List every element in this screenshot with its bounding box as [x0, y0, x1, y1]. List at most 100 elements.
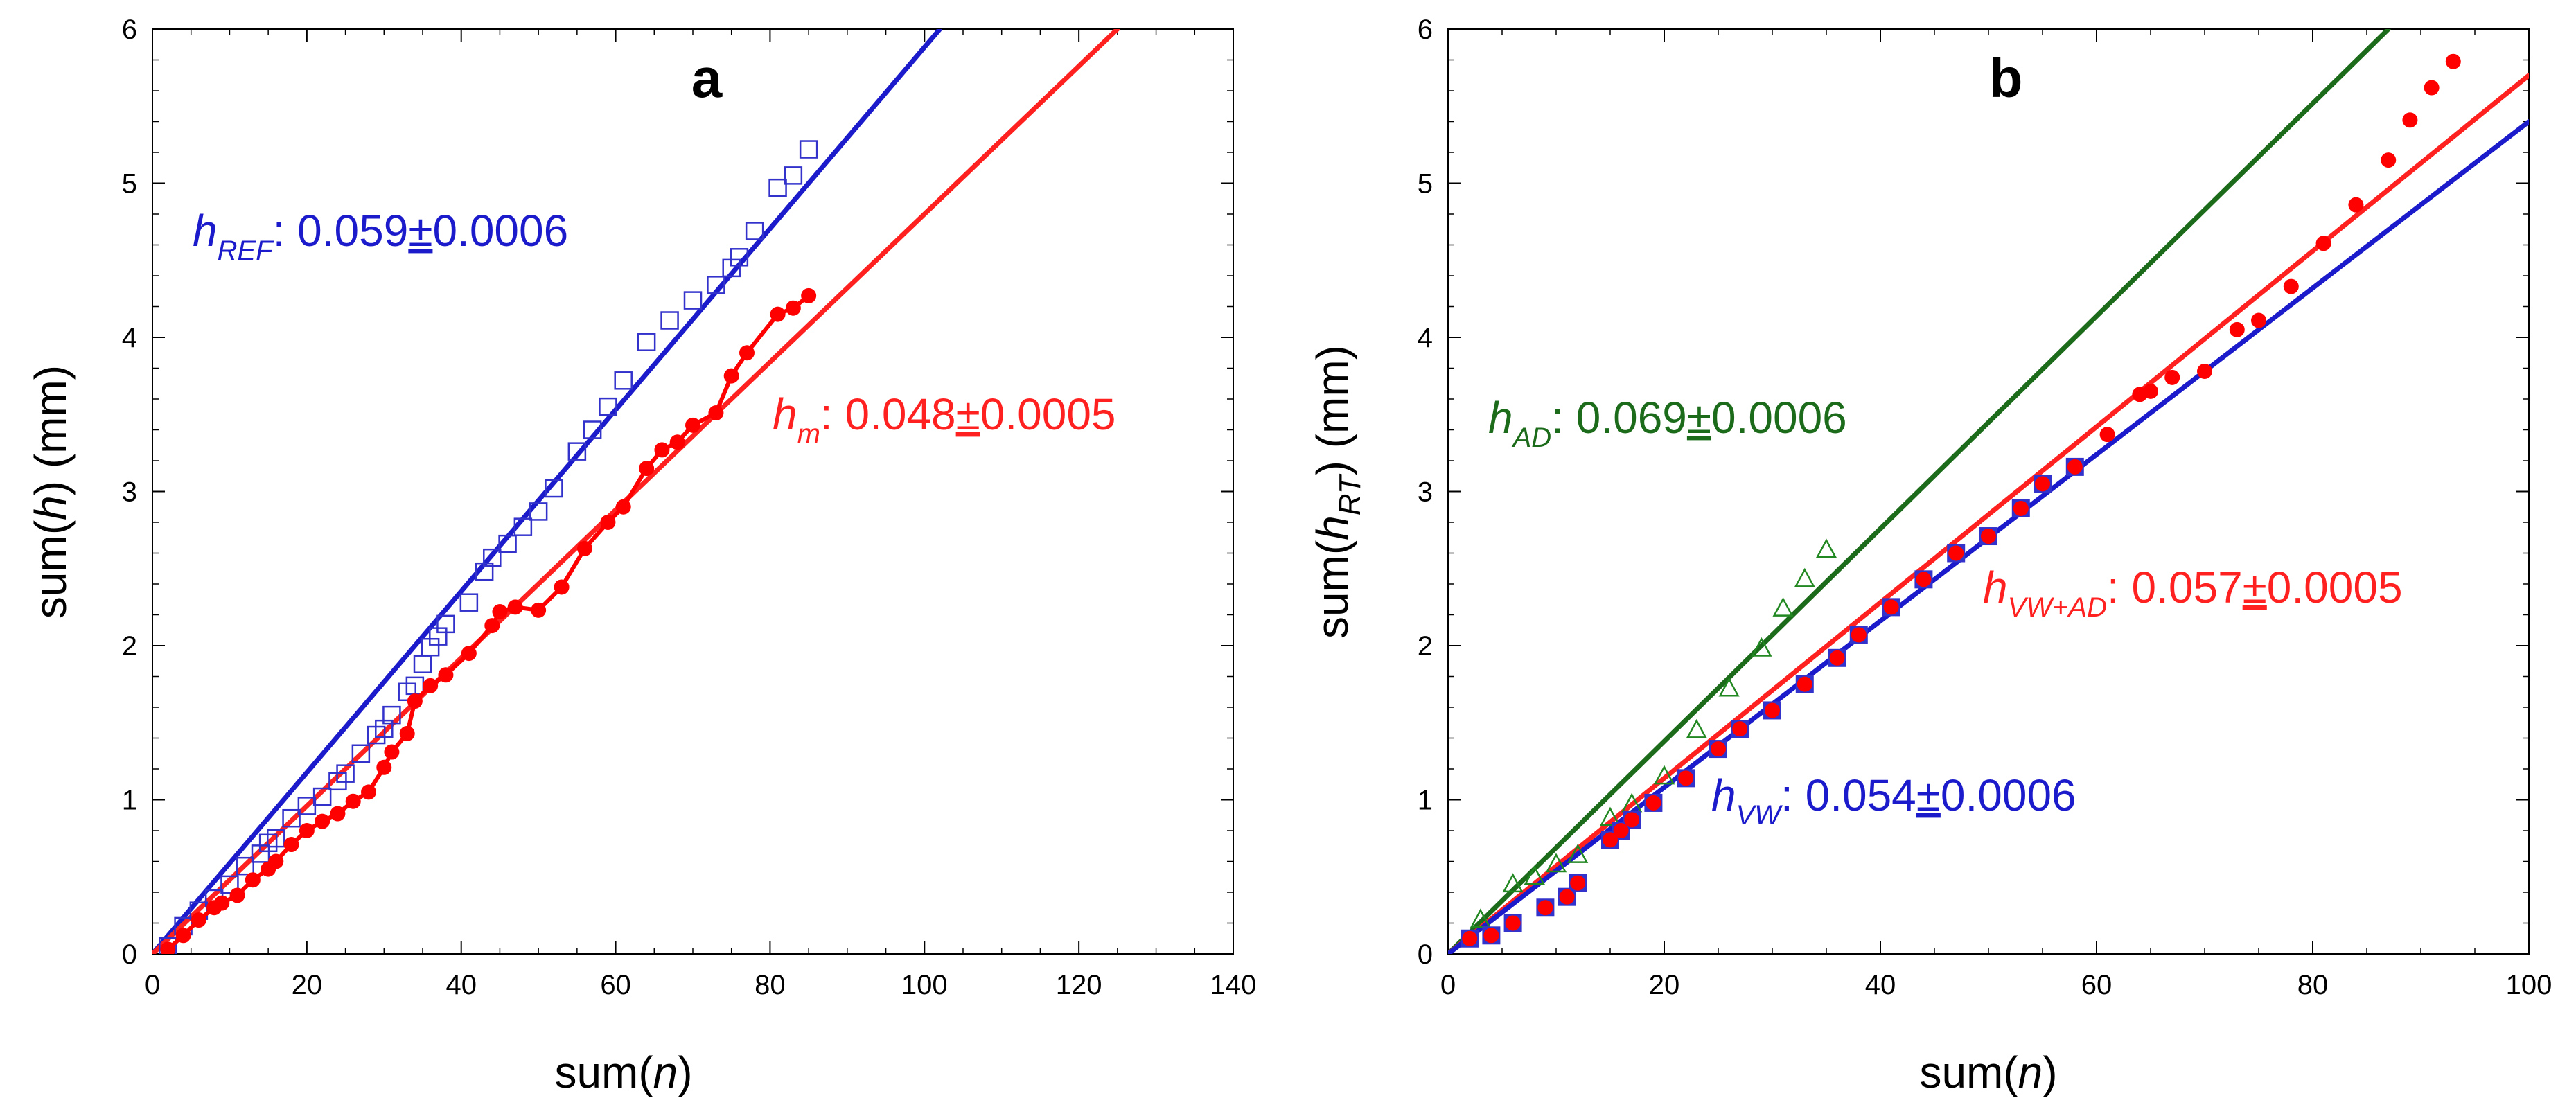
point-h-ref-data	[267, 829, 285, 848]
point-h-vw-ad-data	[1678, 770, 1694, 786]
point-h-m-data	[739, 345, 755, 361]
point-h-ref-data	[459, 593, 479, 612]
point-h-vw-ad-data	[2402, 112, 2418, 128]
point-h-ref-data	[282, 808, 301, 828]
point-h-m-data	[229, 887, 245, 903]
y-tick-label-a: 2	[122, 631, 137, 662]
point-h-ref-data	[660, 311, 679, 330]
panel-label-a: a	[691, 47, 723, 109]
point-h-ref-data	[599, 397, 617, 416]
point-h-ref-data	[614, 371, 633, 390]
point-h-m-data	[492, 604, 508, 620]
point-h-vw-ad-data	[1851, 627, 1867, 643]
point-h-m-data	[770, 306, 786, 322]
point-h-m-data	[160, 941, 176, 954]
point-h-ref-data	[382, 705, 401, 725]
x-tick-label-b: 100	[2506, 970, 2552, 1000]
point-h-ref-data	[236, 856, 254, 876]
annotation-h-ad: hAD: 0.069±0.0006	[1488, 393, 1847, 453]
x-tick-label-b: 0	[1440, 970, 1456, 1000]
point-h-ad-data	[1772, 596, 1794, 617]
y-tick-label-a: 6	[122, 15, 137, 45]
point-h-ref-data	[498, 534, 517, 554]
point-h-m-data	[268, 853, 284, 869]
plot-area-a	[152, 29, 1120, 954]
y-tick-label-b: 3	[1418, 477, 1433, 508]
point-h-m-data	[461, 646, 477, 662]
point-h-m-data	[600, 515, 616, 530]
point-h-m-data	[615, 499, 631, 515]
point-h-vw-ad-data	[2143, 383, 2158, 399]
x-axis-title-a: sum(n)	[554, 1047, 692, 1097]
point-h-m-data	[175, 928, 191, 944]
y-tick-label-b: 2	[1418, 631, 1433, 662]
point-h-vw-ad-data	[1797, 676, 1812, 692]
point-h-ref-data	[545, 479, 563, 498]
point-h-vw-ad-data	[1916, 572, 1932, 587]
point-h-ad-data	[1567, 843, 1589, 863]
y-tick-label-a: 3	[122, 477, 137, 508]
point-h-m-data	[438, 667, 454, 683]
point-h-m-data	[723, 368, 739, 384]
point-h-vw-ad-data	[2067, 459, 2083, 475]
point-h-vw-ad-data	[2013, 500, 2029, 516]
point-h-ref-data	[336, 764, 355, 783]
annotation-h-ref: hREF: 0.059±0.0006	[193, 206, 568, 266]
point-h-m-data	[423, 678, 439, 693]
point-h-ref-data	[784, 166, 803, 185]
y-tick-label-a: 4	[122, 323, 137, 353]
point-h-ref-data	[730, 248, 749, 267]
point-h-ad-data	[1524, 865, 1545, 885]
point-h-ref-data	[513, 517, 533, 536]
point-h-ref-data	[768, 178, 787, 197]
y-tick-label-b: 1	[1418, 786, 1433, 816]
point-h-vw-ad-data	[2197, 363, 2212, 379]
point-h-m-data	[685, 417, 700, 433]
point-h-vw-ad-data	[1732, 721, 1748, 737]
point-h-vw-ad-data	[1624, 812, 1640, 828]
point-h-vw-ad-data	[1570, 875, 1586, 891]
point-h-ad-data	[1470, 908, 1491, 928]
x-tick-label-b: 80	[2297, 970, 2329, 1000]
point-h-vw-ad-data	[1646, 795, 1661, 811]
point-h-m-data	[361, 784, 376, 800]
point-h-ref-data	[683, 291, 703, 310]
x-tick-label-a: 40	[445, 970, 477, 1000]
point-h-m-data	[245, 872, 261, 888]
panel-label-b: b	[1989, 47, 2023, 109]
point-h-m-data	[299, 823, 315, 838]
point-h-m-data	[191, 912, 206, 928]
point-h-ref-data	[351, 744, 371, 763]
point-h-ad-data	[1653, 765, 1675, 785]
point-h-m-data	[669, 434, 685, 450]
point-h-ad-data	[1686, 718, 1707, 738]
point-h-ref-data	[799, 140, 818, 159]
point-h-vw-ad-data	[2035, 476, 2050, 492]
x-tick-label-a: 60	[600, 970, 631, 1000]
point-h-m-data	[785, 300, 801, 316]
x-tick-label-a: 80	[755, 970, 786, 1000]
point-h-ad-data	[1718, 677, 1740, 697]
annotation-h-m: hm: 0.048±0.0005	[773, 389, 1116, 450]
connector-h-m-data	[166, 294, 811, 951]
point-h-vw-ad-data	[2445, 53, 2461, 69]
point-h-m-data	[376, 759, 392, 775]
point-h-vw-ad-data	[2348, 197, 2364, 213]
point-h-ad-data	[1751, 637, 1772, 657]
x-tick-label-a: 100	[901, 970, 948, 1000]
y-tick-label-a: 5	[122, 169, 137, 200]
point-h-m-data	[214, 895, 230, 911]
y-tick-label-b: 0	[1418, 939, 1433, 970]
fit-line-h-vw-ad-fit	[1448, 73, 2529, 954]
plot-area-b	[1448, 29, 2529, 954]
chart-panel-a: 0 20 40 60 80 100 120 140 0 1 2 3 4 5 6 sum(n) sum(h) (m…	[26, 15, 1256, 1097]
point-h-m-data	[577, 540, 592, 556]
point-h-ref-data	[413, 655, 432, 673]
point-h-ad-data	[1545, 853, 1567, 873]
y-tick-label-b: 6	[1418, 15, 1433, 45]
point-h-ad-data	[1794, 567, 1815, 587]
x-tick-label-b: 20	[1649, 970, 1680, 1000]
x-tick-label-a: 0	[145, 970, 160, 1000]
point-h-ref-data	[483, 548, 502, 567]
point-h-vw-ad-data	[1559, 889, 1575, 905]
